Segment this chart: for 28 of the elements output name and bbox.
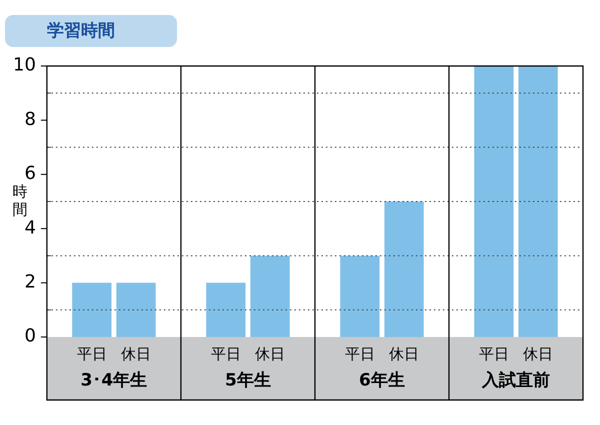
bar — [72, 282, 112, 337]
y-tick-label: 0 — [24, 326, 36, 347]
x-tick-label: 入試直前 — [480, 370, 550, 390]
text: 休日 — [523, 344, 554, 363]
bar — [206, 282, 246, 337]
bar — [116, 282, 156, 337]
text: 平日 — [344, 344, 375, 363]
y-tick-label: 8 — [24, 108, 36, 130]
y-tick-label: 6 — [24, 163, 36, 184]
y-tick-label: 4 — [24, 217, 36, 238]
bar — [474, 66, 514, 337]
bar — [518, 66, 558, 337]
series-label: 平日 — [76, 344, 107, 363]
text: 平日 — [210, 344, 241, 363]
y-axis-title: 時間 — [12, 182, 28, 218]
x-tick-label: 5年生 — [225, 370, 271, 390]
bar — [340, 256, 380, 337]
text: 休日 — [389, 344, 420, 363]
y-tick-label: 2 — [24, 271, 36, 292]
text: 休日 — [255, 344, 286, 363]
x-tick-label: 6年生 — [359, 370, 405, 390]
bar — [250, 256, 290, 337]
text: 平日 — [478, 344, 509, 363]
chart-title: 学習時間 — [5, 15, 177, 47]
bar — [384, 202, 424, 337]
x-tick-label: 3･4年生 — [80, 370, 148, 390]
series-label: 休日 — [121, 344, 152, 363]
y-tick-label: 10 — [13, 54, 36, 76]
